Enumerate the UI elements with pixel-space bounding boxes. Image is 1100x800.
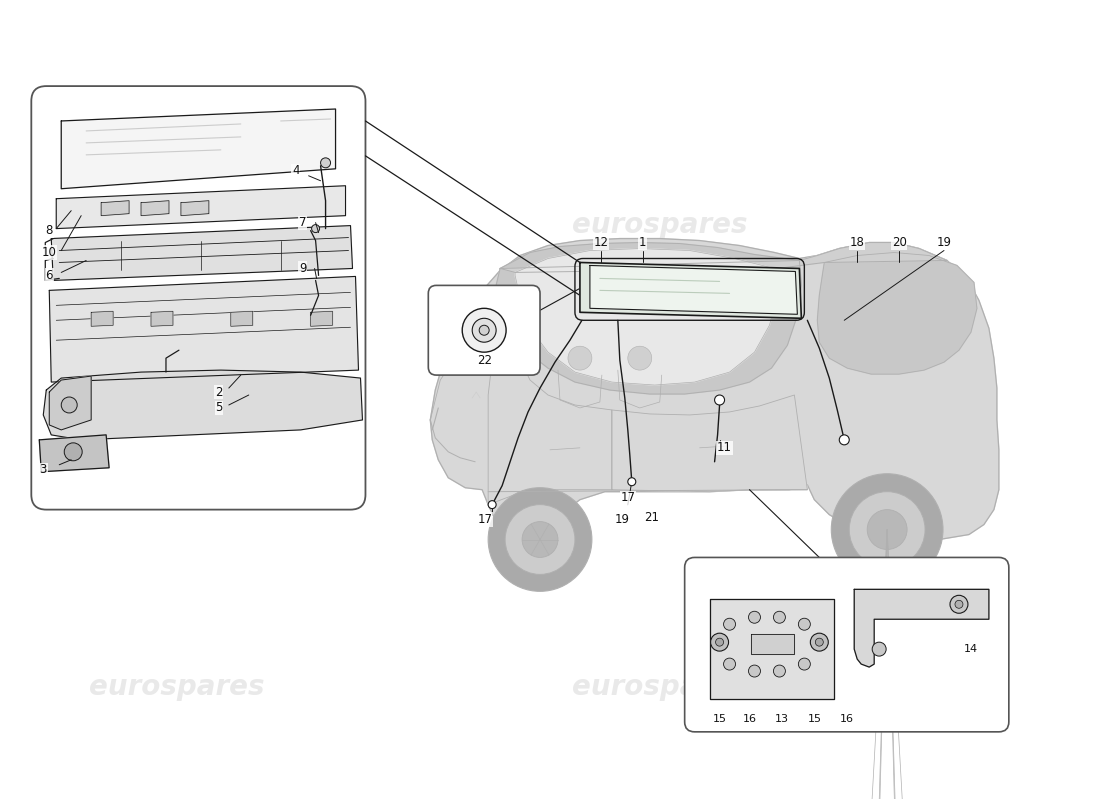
Circle shape xyxy=(773,665,785,677)
Circle shape xyxy=(773,611,785,623)
Text: 12: 12 xyxy=(593,236,608,249)
Text: 10: 10 xyxy=(42,246,57,259)
Circle shape xyxy=(815,638,823,646)
FancyBboxPatch shape xyxy=(684,558,1009,732)
Circle shape xyxy=(64,443,82,461)
Text: 19: 19 xyxy=(936,236,952,249)
Circle shape xyxy=(488,501,496,509)
Text: 7: 7 xyxy=(299,216,307,229)
Polygon shape xyxy=(50,376,91,430)
Text: eurospares: eurospares xyxy=(572,673,747,701)
Polygon shape xyxy=(52,226,352,281)
Polygon shape xyxy=(496,242,802,394)
Text: 1: 1 xyxy=(639,236,647,249)
Circle shape xyxy=(748,611,760,623)
Circle shape xyxy=(311,225,320,233)
Text: 18: 18 xyxy=(850,236,865,249)
Circle shape xyxy=(488,488,592,591)
Polygon shape xyxy=(710,599,834,699)
Text: 15: 15 xyxy=(713,714,727,724)
Text: 2: 2 xyxy=(216,386,222,398)
Polygon shape xyxy=(310,311,332,326)
Circle shape xyxy=(748,665,760,677)
Circle shape xyxy=(472,318,496,342)
Circle shape xyxy=(867,510,908,550)
FancyBboxPatch shape xyxy=(31,86,365,510)
Text: 8: 8 xyxy=(45,224,53,237)
Text: eurospares: eurospares xyxy=(572,210,747,238)
Circle shape xyxy=(724,658,736,670)
Polygon shape xyxy=(151,311,173,326)
Circle shape xyxy=(950,595,968,614)
Polygon shape xyxy=(488,310,612,505)
Circle shape xyxy=(711,633,728,651)
Text: 17: 17 xyxy=(477,513,493,526)
Text: 15: 15 xyxy=(807,714,822,724)
Text: 19: 19 xyxy=(614,513,629,526)
Circle shape xyxy=(568,346,592,370)
Circle shape xyxy=(716,638,724,646)
Circle shape xyxy=(724,618,736,630)
Circle shape xyxy=(628,478,636,486)
Circle shape xyxy=(799,658,811,670)
Text: 6: 6 xyxy=(45,269,53,282)
Polygon shape xyxy=(855,590,989,667)
Text: 3: 3 xyxy=(40,463,47,476)
Polygon shape xyxy=(101,201,129,216)
Text: 20: 20 xyxy=(892,236,906,249)
Text: 21: 21 xyxy=(645,511,659,524)
Text: 4: 4 xyxy=(292,164,299,178)
Circle shape xyxy=(872,642,887,656)
Text: 13: 13 xyxy=(774,714,789,724)
Text: 17: 17 xyxy=(620,491,636,504)
Polygon shape xyxy=(40,435,109,472)
Text: 16: 16 xyxy=(840,714,855,724)
Polygon shape xyxy=(817,253,977,374)
Text: 11: 11 xyxy=(717,442,733,454)
Polygon shape xyxy=(481,312,500,332)
Polygon shape xyxy=(751,634,794,654)
Polygon shape xyxy=(56,186,345,229)
Circle shape xyxy=(799,618,811,630)
Polygon shape xyxy=(500,242,947,273)
Polygon shape xyxy=(590,266,798,314)
Circle shape xyxy=(462,308,506,352)
Polygon shape xyxy=(62,109,336,189)
Polygon shape xyxy=(580,262,802,318)
Polygon shape xyxy=(430,238,999,539)
Polygon shape xyxy=(43,370,363,440)
Circle shape xyxy=(839,435,849,445)
Text: 22: 22 xyxy=(476,354,492,366)
Circle shape xyxy=(522,522,558,558)
Circle shape xyxy=(628,346,651,370)
Polygon shape xyxy=(180,201,209,216)
FancyBboxPatch shape xyxy=(428,286,540,375)
Circle shape xyxy=(811,633,828,651)
Circle shape xyxy=(955,600,962,608)
Polygon shape xyxy=(231,311,253,326)
Text: 5: 5 xyxy=(216,402,222,414)
Circle shape xyxy=(320,158,331,168)
Text: 9: 9 xyxy=(299,262,307,275)
Circle shape xyxy=(505,505,575,574)
Text: eurospares: eurospares xyxy=(89,673,265,701)
Circle shape xyxy=(62,397,77,413)
Text: 14: 14 xyxy=(964,644,978,654)
Text: 16: 16 xyxy=(742,714,757,724)
Polygon shape xyxy=(515,249,778,385)
Circle shape xyxy=(849,492,925,567)
Circle shape xyxy=(480,326,490,335)
Polygon shape xyxy=(612,395,807,492)
Circle shape xyxy=(832,474,943,586)
Polygon shape xyxy=(50,277,359,382)
Polygon shape xyxy=(141,201,169,216)
Polygon shape xyxy=(91,311,113,326)
Circle shape xyxy=(715,395,725,405)
Text: eurospares: eurospares xyxy=(89,334,265,362)
